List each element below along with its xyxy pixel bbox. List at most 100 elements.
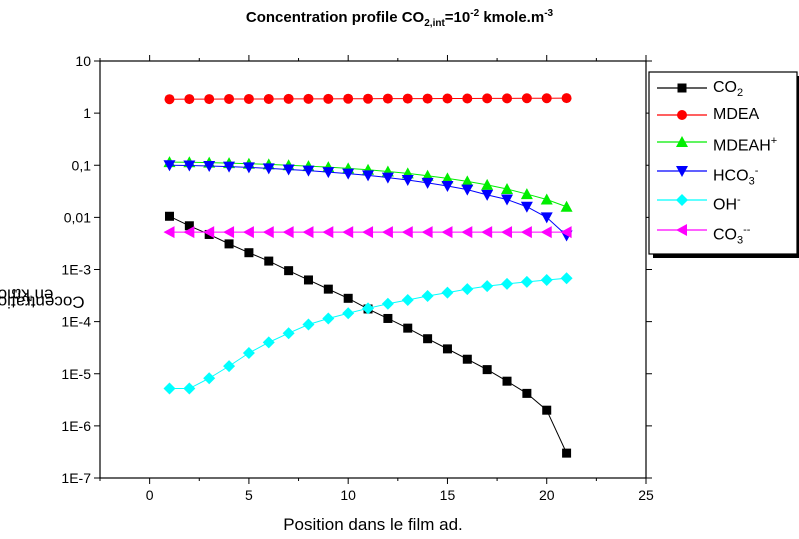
legend-marker (676, 136, 688, 147)
data-point (381, 172, 394, 184)
data-point (302, 165, 315, 177)
chart-title: Concentration profile CO2,int=10-2 kmole… (245, 8, 554, 29)
data-point (481, 189, 494, 201)
data-point (482, 93, 493, 104)
data-point (223, 360, 236, 373)
data-point (224, 93, 235, 104)
data-point (203, 160, 216, 172)
data-point (423, 334, 433, 344)
data-point (461, 226, 473, 239)
data-point (163, 382, 176, 395)
data-point (163, 226, 175, 239)
data-point (303, 93, 314, 104)
data-point (442, 344, 452, 354)
plot-frame (99, 60, 647, 479)
data-point (441, 172, 454, 184)
data-point (540, 193, 553, 205)
data-point (381, 226, 393, 239)
x-axis-title: Position dans le film ad. (283, 515, 463, 534)
data-point (502, 376, 512, 386)
data-point (262, 163, 275, 175)
data-point (401, 226, 413, 239)
data-point (323, 93, 334, 104)
data-point (223, 226, 235, 239)
y-tick-label: 0,1 (72, 157, 92, 173)
data-point (422, 93, 433, 104)
data-point (461, 184, 474, 196)
data-point (403, 323, 413, 333)
data-point (323, 284, 333, 294)
data-point (183, 226, 195, 239)
data-point (183, 382, 196, 395)
data-point (264, 256, 274, 266)
data-point (502, 93, 513, 104)
data-point (283, 93, 294, 104)
data-point (501, 194, 514, 206)
x-tick-label: 5 (245, 487, 253, 503)
data-point (184, 94, 195, 105)
legend-label-oh: OH- (713, 194, 741, 214)
data-point (363, 93, 374, 104)
data-point (282, 164, 295, 176)
series-line-0 (169, 215, 568, 454)
data-point (223, 161, 236, 173)
x-tick-label: 20 (539, 487, 555, 503)
data-point (521, 93, 532, 104)
x-tick-label: 25 (638, 487, 654, 503)
data-point (362, 226, 374, 239)
legend-label-hco3: HCO3- (713, 165, 759, 188)
data-point (520, 201, 533, 213)
data-point (540, 273, 553, 286)
data-point (441, 180, 454, 192)
legend-marker (676, 224, 687, 236)
data-point (560, 226, 572, 239)
data-point (501, 183, 514, 195)
legend-label-co3: CO3-- (713, 224, 751, 247)
data-point (242, 347, 255, 360)
data-point (441, 286, 454, 299)
data-point (421, 226, 433, 239)
data-point (561, 93, 572, 104)
data-point (541, 93, 552, 104)
data-point (421, 290, 434, 303)
y-tick-label: 1 (83, 105, 91, 121)
data-point (282, 327, 295, 340)
data-point (302, 226, 314, 239)
data-point (343, 93, 354, 104)
data-point (383, 313, 393, 323)
legend-marker (677, 83, 687, 93)
data-point (282, 226, 294, 239)
data-point (184, 221, 194, 231)
data-point (342, 307, 355, 320)
legend-marker (677, 110, 687, 120)
data-point (224, 239, 234, 249)
data-point (421, 177, 434, 189)
x-tick-label: 10 (340, 487, 356, 503)
data-point (164, 94, 175, 105)
data-point (560, 272, 573, 285)
legend-label-co2: CO2 (713, 79, 744, 100)
y-tick-label: 1E-3 (61, 262, 91, 278)
y-tick-label: 1E-7 (61, 470, 91, 486)
data-point (164, 211, 174, 221)
data-point (482, 365, 492, 375)
data-point (262, 226, 274, 239)
data-point (342, 226, 354, 239)
data-point (520, 188, 533, 200)
data-point (441, 226, 453, 239)
data-point (342, 168, 355, 180)
y-tick-label: 0,01 (64, 209, 91, 225)
data-point (284, 266, 294, 276)
legend-marker (676, 166, 688, 177)
x-tick-label: 0 (146, 487, 154, 503)
data-point (560, 200, 573, 212)
legend-marker (676, 194, 688, 206)
data-point (302, 318, 315, 331)
data-point (183, 160, 196, 172)
y-tick-label: 1E-5 (61, 366, 91, 382)
data-point (442, 93, 453, 104)
data-point (204, 94, 215, 105)
data-point (520, 226, 532, 239)
data-point (481, 178, 494, 190)
data-point (542, 405, 552, 415)
